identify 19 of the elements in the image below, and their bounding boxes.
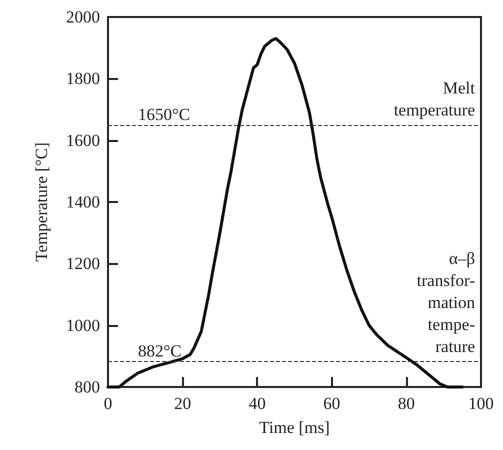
- y-axis-title: Temperature [°C]: [32, 142, 51, 262]
- y-tick-label: 1600: [66, 130, 100, 150]
- x-tick-label: 80: [398, 394, 415, 413]
- x-tick-label: 40: [248, 394, 266, 413]
- x-tick-label: 60: [323, 394, 340, 413]
- y-tick-label: 1800: [66, 69, 100, 88]
- annotation: Melt temperature: [394, 78, 476, 120]
- x-axis-title: Time [ms]: [259, 418, 330, 437]
- x-tick-label: 20: [174, 394, 192, 413]
- y-tick-label: 1400: [66, 192, 100, 212]
- ref-line-label: 1650°C: [138, 104, 190, 124]
- y-tick-label: 1200: [66, 254, 100, 274]
- y-tick-label: 800: [74, 378, 100, 396]
- y-tick-label: 2000: [66, 8, 100, 26]
- x-tick-label: 0: [104, 394, 112, 413]
- x-tick-label: 100: [468, 394, 494, 413]
- annotation: α–β transfor- mation tempe- rature: [416, 249, 476, 356]
- ref-line-label: 882°C: [138, 342, 182, 361]
- y-tick-label: 1000: [66, 316, 100, 335]
